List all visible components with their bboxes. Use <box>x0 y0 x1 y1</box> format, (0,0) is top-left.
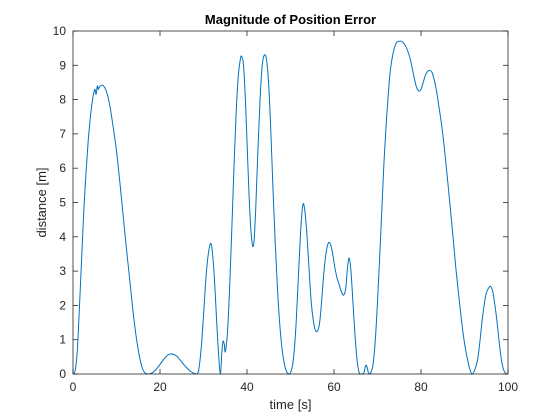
x-tick-label: 0 <box>70 380 77 394</box>
y-axis-ticks: 0 1 2 3 4 5 6 7 8 9 10 <box>53 24 508 381</box>
axes-box <box>72 30 509 375</box>
y-tick-label: 2 <box>59 298 66 312</box>
x-tick-label: 80 <box>414 380 428 394</box>
y-tick-label: 9 <box>59 58 66 72</box>
y-tick-label: 4 <box>59 230 66 244</box>
y-tick-label: 3 <box>59 264 66 278</box>
x-axis-ticks: 0 20 40 60 80 100 <box>70 31 518 394</box>
y-tick-label: 8 <box>59 93 66 107</box>
y-tick-label: 0 <box>59 367 66 381</box>
axes-background <box>73 31 508 374</box>
chart-title: Magnitude of Position Error <box>205 12 376 27</box>
x-tick-label: 20 <box>153 380 167 394</box>
x-tick-label: 60 <box>327 380 341 394</box>
x-tick-label: 100 <box>498 380 518 394</box>
y-tick-label: 5 <box>59 196 66 210</box>
y-tick-label: 6 <box>59 161 66 175</box>
x-tick-label: 40 <box>240 380 254 394</box>
y-tick-label: 10 <box>53 24 67 38</box>
y-tick-label: 1 <box>59 333 66 347</box>
y-tick-label: 7 <box>59 127 66 141</box>
position-error-line <box>72 40 509 375</box>
x-axis-label: time [s] <box>270 397 312 412</box>
y-axis-label: distance [m] <box>34 167 49 237</box>
